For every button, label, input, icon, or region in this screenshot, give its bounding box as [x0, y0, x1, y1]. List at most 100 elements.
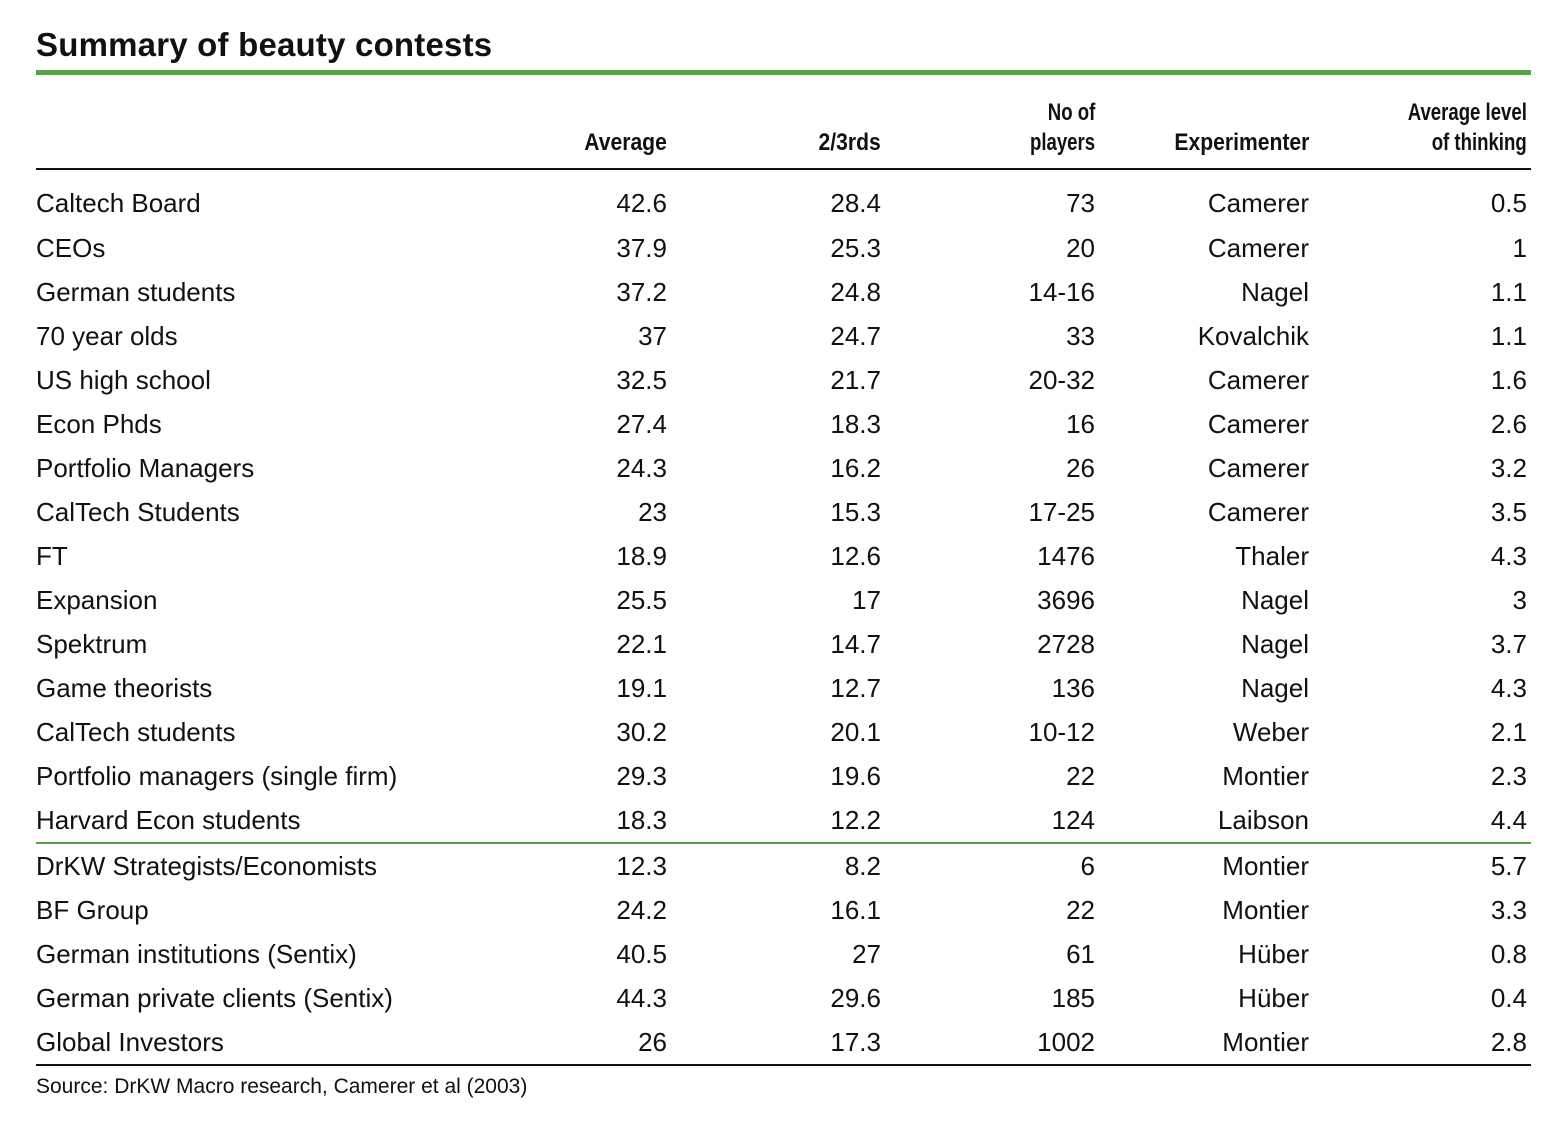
cell-experimenter: Hüber [1238, 938, 1309, 969]
cell-players: 26 [1066, 452, 1095, 483]
source-note: Source: DrKW Macro research, Camerer et … [36, 1075, 528, 1098]
table-row: CalTech Students 23 15.3 17-25 Camerer 3.5 [36, 490, 1531, 534]
table-row: Game theorists 19.1 12.7 136 Nagel 4.3 [36, 666, 1531, 710]
cell-players: 1476 [1037, 540, 1095, 571]
cell-two-thirds: 24.8 [830, 276, 881, 307]
table-row: Spektrum 22.1 14.7 2728 Nagel 3.7 [36, 622, 1531, 666]
cell-two-thirds: 21.7 [830, 364, 881, 395]
header-two-thirds: 2/3rds [671, 86, 885, 170]
table-body: Caltech Board 42.6 28.4 73 Camerer 0.5 CEOs 37.… [36, 169, 1531, 1066]
cell-players: 33 [1066, 320, 1095, 351]
cell-group: CalTech students [36, 716, 236, 747]
cell-experimenter: Weber [1232, 716, 1309, 747]
cell-level: 1.1 [1490, 276, 1527, 307]
table-row: BF Group 24.2 16.1 22 Montier 3.3 [36, 888, 1531, 932]
cell-two-thirds: 17.3 [671, 1020, 885, 1066]
cell-group: Game theorists [36, 672, 213, 703]
cell-average: 27.4 [616, 408, 667, 439]
cell-players: 10-12 [1028, 716, 1096, 747]
cell-group: CEOs [36, 232, 106, 263]
beauty-contest-table: Average 2/3rds No of players Experimenter… [36, 86, 1531, 1066]
cell-level: 3.2 [1490, 452, 1527, 483]
cell-average: 24.2 [616, 894, 667, 925]
cell-two-thirds: 16.2 [830, 452, 881, 483]
cell-players: 6 [1080, 850, 1095, 881]
cell-experimenter: Nagel [1241, 628, 1309, 659]
cell-players: 20-32 [1028, 364, 1096, 395]
cell-average: 29.3 [616, 760, 667, 791]
cell-level: 0.4 [1490, 982, 1527, 1013]
cell-players: 1002 [885, 1020, 1099, 1066]
table-row: Portfolio Managers 24.3 16.2 26 Camerer 3.2 [36, 446, 1531, 490]
cell-experimenter: Camerer [1207, 232, 1309, 263]
cell-level: 3.5 [1490, 496, 1527, 527]
cell-group: Spektrum [36, 628, 148, 659]
cell-average: 25.5 [616, 584, 667, 615]
cell-group: FT [36, 540, 68, 571]
cell-experimenter: Camerer [1207, 496, 1309, 527]
cell-players: 3696 [1037, 584, 1095, 615]
cell-level: 3.7 [1490, 628, 1527, 659]
cell-group: German institutions (Sentix) [36, 938, 357, 969]
cell-average: 22.1 [616, 628, 667, 659]
cell-group: Portfolio Managers [36, 452, 255, 483]
cell-level: 5.7 [1490, 850, 1527, 881]
cell-average: 19.1 [616, 672, 667, 703]
cell-level: 2.8 [1313, 1020, 1531, 1066]
cell-players: 2728 [1037, 628, 1095, 659]
cell-two-thirds: 16.1 [830, 894, 881, 925]
cell-two-thirds: 24.7 [830, 320, 881, 351]
table-row: CEOs 37.9 25.3 20 Camerer 1 [36, 226, 1531, 270]
cell-experimenter: Nagel [1241, 276, 1309, 307]
cell-average: 30.2 [616, 716, 667, 747]
header-level: Average level of thinking [1313, 86, 1531, 170]
cell-average: 40.5 [616, 938, 667, 969]
cell-two-thirds: 12.2 [671, 798, 885, 844]
cell-average: 18.9 [616, 540, 667, 571]
cell-two-thirds: 12.6 [830, 540, 881, 571]
cell-level: 4.3 [1490, 540, 1527, 571]
table-row: FT 18.9 12.6 1476 Thaler 4.3 [36, 534, 1531, 578]
cell-experimenter: Hüber [1238, 982, 1309, 1013]
header-row: Average 2/3rds No of players Experimenter… [36, 86, 1531, 170]
table-row: DrKW Strategists/Economists 12.3 8.2 6 Monti… [36, 843, 1531, 888]
header-average: Average [456, 86, 671, 170]
cell-experimenter: Kovalchik [1197, 320, 1309, 351]
cell-experimenter: Thaler [1235, 540, 1309, 571]
header-experimenter: Experimenter [1099, 86, 1313, 170]
cell-experimenter: Montier [1222, 760, 1309, 791]
cell-two-thirds: 8.2 [844, 850, 881, 881]
cell-players: 136 [1051, 672, 1095, 703]
cell-two-thirds: 18.3 [830, 408, 881, 439]
cell-group: German private clients (Sentix) [36, 982, 393, 1013]
cell-group: German students [36, 276, 236, 307]
table-row: CalTech students 30.2 20.1 10-12 Weber 2.1 [36, 710, 1531, 754]
cell-experimenter: Montier [1099, 1020, 1313, 1066]
cell-experimenter: Montier [1222, 850, 1309, 881]
cell-level: 3 [1512, 584, 1527, 615]
cell-players: 16 [1066, 408, 1095, 439]
cell-two-thirds: 25.3 [830, 232, 881, 263]
cell-average: 12.3 [616, 850, 667, 881]
cell-average: 37.2 [616, 276, 667, 307]
cell-two-thirds: 29.6 [830, 982, 881, 1013]
table-row: Econ Phds 27.4 18.3 16 Camerer 2.6 [36, 402, 1531, 446]
cell-level: 2.6 [1490, 408, 1527, 439]
header-players: No of players [885, 86, 1099, 170]
cell-average: 32.5 [616, 364, 667, 395]
cell-experimenter: Nagel [1241, 584, 1309, 615]
cell-two-thirds: 15.3 [830, 496, 881, 527]
cell-experimenter: Camerer [1207, 408, 1309, 439]
cell-players: 22 [1066, 760, 1095, 791]
cell-level: 4.4 [1313, 798, 1531, 844]
table-row: Harvard Econ students 18.3 12.2 124 Laibson 4… [36, 798, 1531, 844]
cell-experimenter: Camerer [1207, 364, 1309, 395]
cell-two-thirds: 20.1 [830, 716, 881, 747]
cell-group: Harvard Econ students [36, 798, 456, 844]
cell-average: 24.3 [616, 452, 667, 483]
cell-two-thirds: 17 [852, 584, 881, 615]
table-row: Expansion 25.5 17 3696 Nagel 3 [36, 578, 1531, 622]
cell-level: 4.3 [1490, 672, 1527, 703]
cell-level: 2.3 [1490, 760, 1527, 791]
cell-average: 42.6 [616, 187, 667, 218]
